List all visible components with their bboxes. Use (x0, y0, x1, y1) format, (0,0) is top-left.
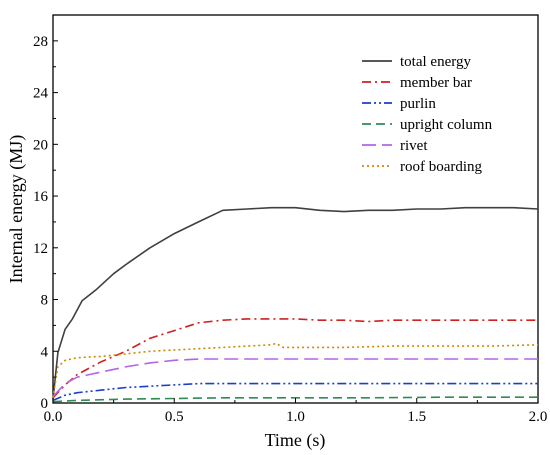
y-tick-label: 4 (41, 344, 49, 360)
y-tick-label: 0 (41, 396, 49, 412)
x-axis-title: Time (s) (265, 430, 326, 451)
y-tick-label: 16 (33, 189, 49, 205)
x-tick-label: 1.0 (286, 409, 305, 425)
y-tick-label: 28 (33, 34, 48, 50)
y-tick-label: 8 (41, 293, 49, 309)
y-axis: 0 4 8 12 16 20 24 28 (33, 34, 58, 412)
series-line-rivet (52, 358, 538, 398)
legend-label-purlin: purlin (400, 96, 436, 112)
y-tick-label: 20 (33, 137, 48, 153)
legend-label-total-energy: total energy (400, 54, 471, 70)
y-axis-title: Internal energy (MJ) (6, 135, 27, 284)
series-line-roof-boarding (52, 342, 539, 398)
series-line-upright-column (52, 396, 538, 403)
series-line-member-bar (52, 318, 538, 399)
series-line-purlin (52, 382, 538, 402)
y-tick-label: 24 (33, 86, 49, 102)
y-tick-label: 12 (33, 241, 48, 257)
legend-label-rivet: rivet (400, 138, 428, 154)
x-tick-label: 0.5 (165, 409, 184, 425)
legend-label-roof-boarding: roof boarding (400, 159, 483, 175)
x-tick-label: 0.0 (44, 409, 63, 425)
legend-label-member-bar: member bar (400, 75, 472, 91)
series-line-total-energy (52, 206, 539, 400)
x-tick-label: 2.0 (529, 409, 548, 425)
legend-label-upright-column: upright column (400, 117, 493, 133)
x-tick-label: 1.5 (407, 409, 426, 425)
x-axis: 0.0 0.5 1.0 1.5 2.0 (44, 398, 548, 425)
series-layer (52, 206, 539, 403)
legend: total energy member bar purlin upright colu… (362, 54, 493, 175)
plot-frame (52, 14, 539, 404)
